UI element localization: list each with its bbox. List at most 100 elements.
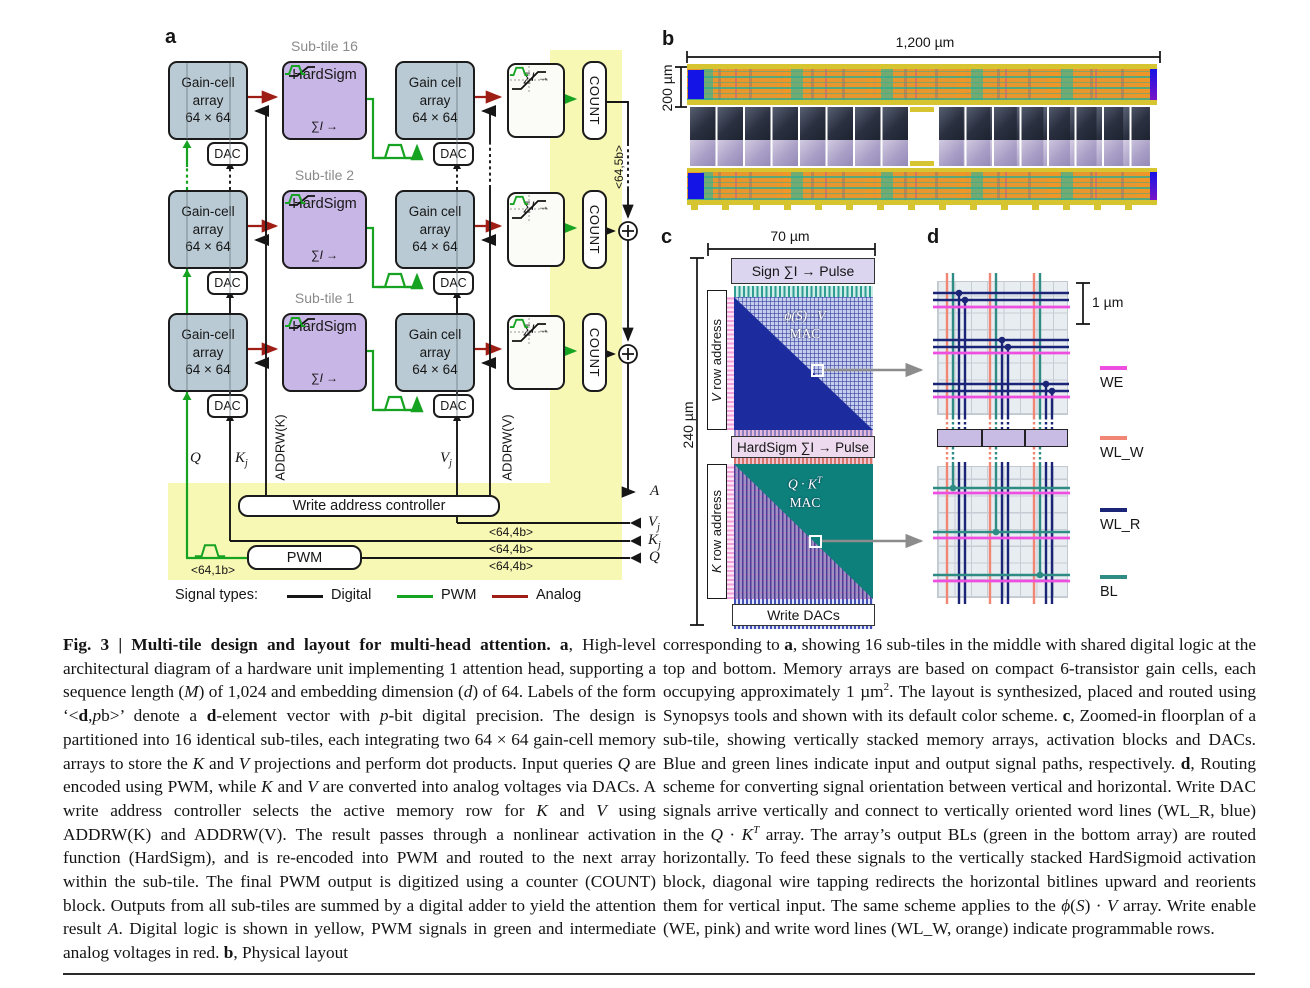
caption-right-column: corresponding to a, showing 16 sub-tiles… <box>663 635 1257 939</box>
pwm-pulse-glyph <box>377 272 413 289</box>
pulse-icon <box>285 194 305 204</box>
pulse-icon <box>285 65 305 75</box>
signal-legend-title: Signal types: <box>175 587 259 603</box>
v-row-address-block: V row address <box>707 290 727 430</box>
wlr-legend-label: WL_R <box>1100 517 1141 533</box>
bl-swatch <box>1100 575 1127 579</box>
panel-c-label: c <box>661 226 673 248</box>
panel-c-width-dim: 70 µm <box>770 228 810 244</box>
hardsigm-title: HardSigm <box>292 67 357 83</box>
attention-output-label: A <box>650 483 660 499</box>
teal-io-strip <box>734 286 873 297</box>
corner-macro-block <box>688 173 704 199</box>
subtile-label: Sub-tile 2 <box>294 167 355 183</box>
q-wire-label: Q <box>190 450 201 466</box>
gain-cell-array-v: Gain cell array 64 × 64 <box>395 313 475 392</box>
k-row-address-block: K row address <box>707 464 727 599</box>
sum-current-to-pulse: ∑I → <box>285 194 338 262</box>
pwm-pulse-glyph <box>377 143 413 160</box>
addrw-k-label: ADDRW(K) <box>272 414 288 481</box>
gain-cell-array-k: Gain-cell array 64 × 64 <box>168 190 248 269</box>
hardsigmoid-curve-icon <box>510 318 548 346</box>
subtile-row-right-light <box>937 140 1150 166</box>
digital-legend-label: Digital <box>331 587 372 603</box>
panel-d-lines <box>933 273 1070 604</box>
k-array-label: Q · KT MAC <box>788 475 822 510</box>
hardsigm-block: HardSigm ∑I → <box>282 61 367 140</box>
dac-block-k: DAC <box>207 271 248 295</box>
dac-block-v: DAC <box>433 142 474 166</box>
activation-block: ∑I → <box>507 192 565 267</box>
pwm-line-swatch <box>397 595 433 598</box>
panel-b-width-dim: 1,200 µm <box>895 34 955 50</box>
count-block: COUNT <box>582 313 607 392</box>
pwm-pulse-glyph <box>377 395 413 412</box>
scale-bar-label: 1 µm <box>1092 294 1124 310</box>
pink-we-strip <box>727 297 734 430</box>
panel-b-label: b <box>662 28 675 50</box>
sum-current-to-pulse: ∑I → <box>285 65 338 133</box>
bus-64-5b-label: <64,5b> <box>612 144 626 190</box>
chip-layout-image <box>687 64 1157 212</box>
corner-macro-block <box>688 70 704 99</box>
subtile-row-16: Sub-tile 16 Gain-cell array 64 × 64 Hard… <box>0 38 660 171</box>
activation-block: ∑I → <box>507 63 565 138</box>
panel-d-via-dots <box>949 289 1056 579</box>
hardsigm-block: HardSigm ∑I → <box>282 190 367 269</box>
bus-input-arrowheads <box>630 517 641 564</box>
subtile-row-2: Sub-tile 2 Gain-cell array 64 × 64 HardS… <box>0 167 660 300</box>
hardsigm-pulse-block: HardSigm ∑I → Pulse <box>731 436 875 458</box>
gain-cell-array-k: Gain-cell array 64 × 64 <box>168 313 248 392</box>
analog-arrows <box>248 90 503 356</box>
vj-wire-label: Vj <box>440 450 452 469</box>
vj-input-label: Vj <box>648 514 660 533</box>
activation-block-row <box>937 429 1068 447</box>
we-legend-label: WE <box>1100 375 1124 391</box>
bus-64-4b-label: <64,4b> <box>488 559 534 573</box>
sign-pulse-block: Sign ∑I → Pulse <box>731 258 875 284</box>
count-trunk <box>601 101 636 498</box>
kj-input-label: Kj <box>648 532 661 551</box>
panel-a-label: a <box>165 26 177 48</box>
gain-cell-array-v: Gain cell array 64 × 64 <box>395 190 475 269</box>
zoom-pointer-lines <box>820 362 924 549</box>
pulse-icon <box>509 195 529 205</box>
hatch-strip <box>734 430 873 437</box>
zoom-marker-square <box>809 535 822 548</box>
q-kt-mac-array <box>734 464 873 599</box>
hardsigm-block: HardSigm ∑I → <box>282 313 367 392</box>
pink-we-strip <box>727 464 734 599</box>
pulse-icon <box>285 317 305 327</box>
zoom-marker-square <box>811 364 824 377</box>
bus-64-1b-label: <64,1b> <box>190 563 236 577</box>
phi-s-v-mac-array <box>734 297 873 430</box>
bus-64-4b-label: <64,4b> <box>488 542 534 556</box>
v-array-label: ϕ(S) · V MAC <box>784 308 826 342</box>
caption-left-column: Fig. 3 | Multi-tile design and layout fo… <box>63 635 657 963</box>
sum-current-to-pulse: ∑I → <box>285 317 338 385</box>
bus-lines <box>230 522 630 559</box>
hardsigmoid-curve-icon <box>510 66 548 94</box>
kj-wire-label: Kj <box>235 450 248 469</box>
subtile-row-1: Sub-tile 1 Gain-cell array 64 × 64 HardS… <box>0 290 660 423</box>
write-address-controller: Write address controller <box>238 495 500 517</box>
we-swatch <box>1100 366 1127 370</box>
pwm-block: PWM <box>247 545 362 570</box>
gain-cell-array-v: Gain cell array 64 × 64 <box>395 61 475 140</box>
pulse-icon <box>509 318 529 328</box>
wlr-swatch <box>1100 508 1127 512</box>
pulse-icon <box>509 66 529 76</box>
gain-cell-array-k: Gain-cell array 64 × 64 <box>168 61 248 140</box>
q-input-label: Q <box>649 549 660 565</box>
digital-stub-arrows <box>254 105 496 369</box>
subtile-row-right-dark <box>937 107 1150 140</box>
dac-block-k: DAC <box>207 394 248 418</box>
dac-block-v: DAC <box>433 394 474 418</box>
activation-block: ∑I → <box>507 315 565 390</box>
analog-legend-label: Analog <box>536 587 582 603</box>
write-dacs-block: Write DACs <box>732 604 875 626</box>
wlw-swatch <box>1100 436 1127 440</box>
dimension-brackets <box>675 51 1161 626</box>
hatch-strip <box>734 458 873 464</box>
subtile-label: Sub-tile 1 <box>294 290 355 306</box>
